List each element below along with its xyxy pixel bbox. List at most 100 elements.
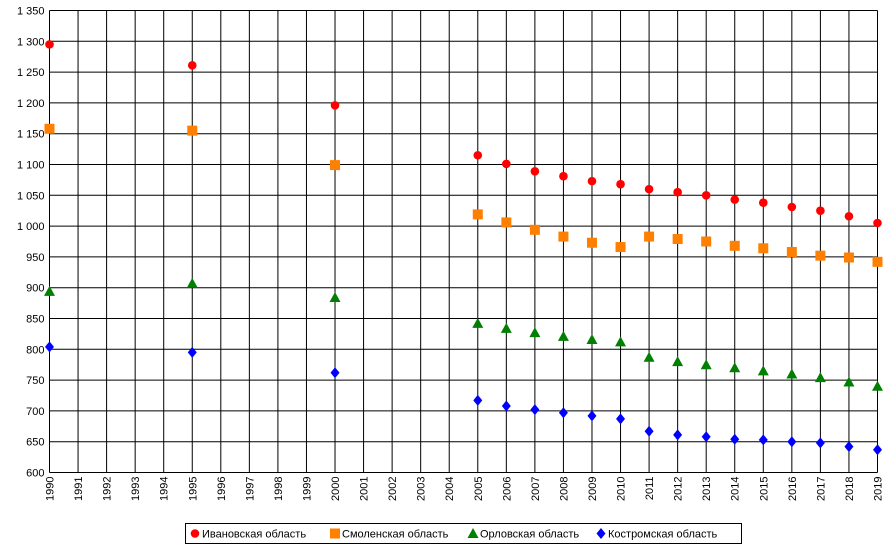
y-tick-label: 600 [26,468,44,480]
legend-label: Смоленская область [342,529,449,541]
y-tick-label: 1 250 [17,67,45,79]
data-point [44,285,55,296]
series-diamond [45,341,882,456]
y-tick-label: 1 100 [17,160,45,172]
series-circle [45,40,882,228]
legend-marker [596,528,606,539]
data-point [587,176,597,186]
x-tick-label: 2005 [473,477,485,501]
data-point [815,437,825,449]
data-point [559,171,568,181]
data-point [558,231,569,242]
data-point [187,61,197,70]
data-point [644,184,654,194]
y-tick-label: 1 300 [17,36,45,48]
data-point [872,380,883,391]
data-point [843,252,854,263]
data-point [616,413,626,425]
data-point [330,160,341,171]
x-axis-tick-labels: 1990 1991 1992 1993 1994 1995 1996 1997 1998 1999… [45,477,885,501]
data-point [586,333,598,344]
data-point [586,237,597,248]
data-point [644,231,655,242]
data-point [758,434,768,446]
data-point [616,179,625,189]
x-tick-label: 2018 [844,477,856,501]
data-point [502,159,511,169]
data-point [758,198,768,207]
x-tick-label: 1999 [301,477,313,501]
data-point [786,246,797,257]
data-point [701,191,711,200]
data-point [529,224,540,235]
x-tick-label: 1995 [187,477,199,501]
data-point [530,166,540,176]
data-point [643,351,655,362]
y-tick-label: 650 [26,437,44,449]
data-point [844,441,854,453]
data-point [787,202,797,212]
x-tick-label: 2007 [530,477,542,501]
x-tick-label: 1997 [244,477,256,501]
data-point [45,40,54,49]
data-point [45,341,54,353]
x-tick-label: 2003 [416,477,428,501]
data-point [557,330,569,341]
data-point [758,243,769,254]
data-point [644,425,654,437]
x-tick-label: 1993 [130,477,142,501]
x-tick-label: 2009 [587,477,599,501]
data-point [472,209,483,220]
data-point [787,436,797,448]
y-tick-label: 1 150 [17,129,45,141]
y-tick-label: 700 [26,406,44,418]
data-point [729,362,741,373]
data-point [701,431,711,443]
data-point [187,346,197,358]
legend-label: Орловская область [480,529,579,541]
data-point [757,365,769,376]
x-tick-label: 2013 [701,477,713,501]
data-point [530,404,540,416]
x-tick-label: 2001 [359,477,371,501]
y-tick-label: 900 [26,283,44,295]
data-point [729,240,740,251]
legend-label: Ивановская область [202,529,306,541]
data-point [672,234,683,245]
data-point [615,336,627,347]
data-point [473,394,483,406]
data-point [873,444,882,456]
x-tick-label: 2015 [758,477,770,501]
data-point [673,429,683,441]
data-point [730,195,740,204]
x-tick-label: 2000 [330,477,342,501]
data-point [330,367,340,379]
data-point [844,211,854,221]
legend-marker [330,528,340,539]
data-point [473,150,483,160]
data-point [500,322,512,333]
data-point [587,410,597,422]
data-point [730,433,740,445]
data-point [816,206,825,215]
x-tick-label: 2011 [644,477,656,501]
legend-marker [190,529,200,538]
data-point [672,356,684,367]
x-tick-label: 2016 [787,477,799,501]
x-tick-label: 2008 [558,477,570,501]
x-tick-label: 2017 [815,477,827,501]
legend-label: Костромская область [608,529,718,541]
data-point [786,368,798,379]
y-tick-label: 1 050 [17,190,45,202]
y-tick-label: 1 000 [17,221,45,233]
y-tick-label: 850 [26,314,44,326]
x-tick-label: 2014 [730,477,742,501]
data-point [44,123,55,134]
x-tick-label: 1996 [216,477,228,501]
data-point [187,125,198,136]
y-tick-label: 950 [26,252,44,264]
data-point [615,242,626,253]
data-point [815,250,826,261]
